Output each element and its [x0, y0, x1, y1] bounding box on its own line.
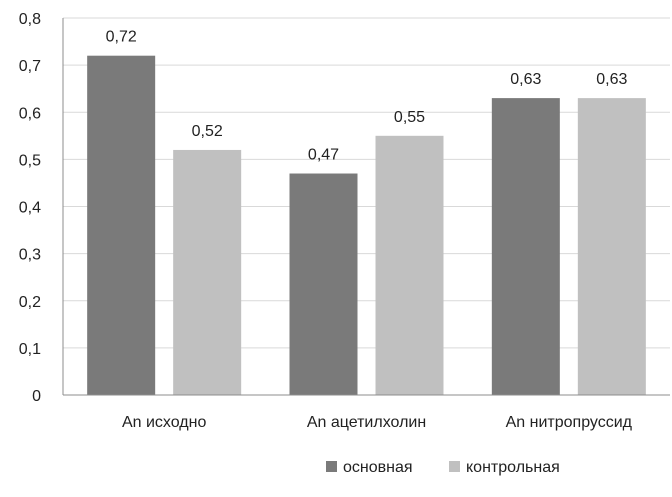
- bar-main: [491, 98, 560, 396]
- bar-control: [375, 135, 444, 395]
- legend-swatch: [326, 461, 337, 472]
- data-labels: 0,72 0,52 0,47 0,55 0,63 0,63: [106, 29, 628, 164]
- x-tick-label: An нитропруссид: [506, 414, 633, 431]
- y-tick-label: 0,4: [19, 200, 41, 217]
- bars: [87, 55, 646, 396]
- bar-main: [289, 173, 358, 395]
- y-tick-label: 0,6: [19, 105, 41, 122]
- data-label: 0,52: [192, 123, 223, 140]
- legend-swatch: [449, 461, 460, 472]
- bar-control: [173, 149, 242, 395]
- data-label: 0,72: [106, 29, 137, 46]
- data-label: 0,47: [308, 147, 339, 164]
- y-tick-label: 0,8: [19, 11, 41, 28]
- bar-main: [87, 55, 156, 395]
- y-axis-ticks: 0 0,1 0,2 0,3 0,4 0,5 0,6 0,7 0,8: [19, 11, 41, 405]
- legend-label: контрольная: [466, 459, 560, 476]
- data-label: 0,63: [596, 71, 627, 88]
- y-tick-label: 0,3: [19, 247, 41, 264]
- data-label: 0,63: [510, 71, 541, 88]
- legend-label: основная: [343, 459, 413, 476]
- data-label: 0,55: [394, 109, 425, 126]
- y-tick-label: 0,7: [19, 58, 41, 75]
- legend: основная контрольная: [326, 459, 560, 476]
- gridlines: [63, 17, 670, 349]
- x-axis-ticks: An исходно An ацетилхолин An нитропруссид: [122, 414, 633, 431]
- x-tick-label: An ацетилхолин: [307, 414, 426, 431]
- axes: [62, 18, 670, 396]
- x-tick-label: An исходно: [122, 414, 206, 431]
- y-tick-label: 0: [32, 388, 41, 405]
- y-tick-label: 0,2: [19, 294, 41, 311]
- y-tick-label: 0,1: [19, 341, 41, 358]
- y-tick-label: 0,5: [19, 152, 41, 169]
- bar-control: [577, 98, 646, 396]
